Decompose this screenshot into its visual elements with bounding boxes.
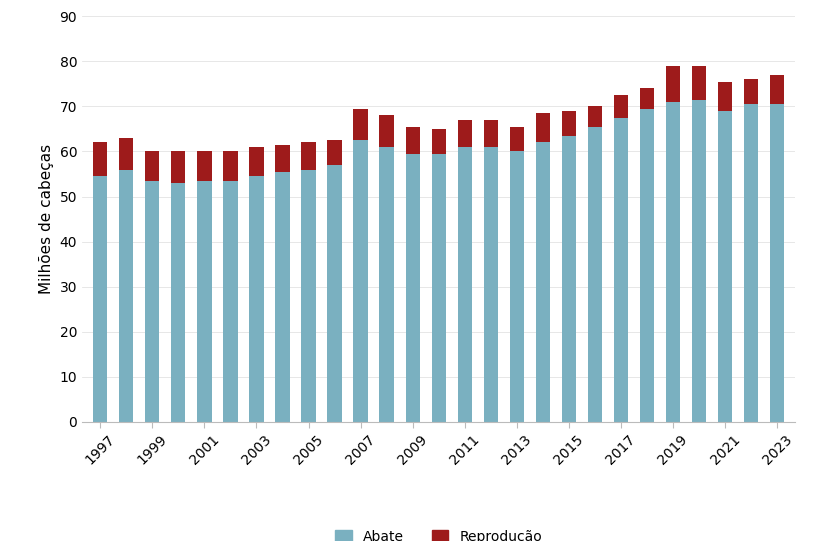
Bar xyxy=(327,140,342,165)
Bar xyxy=(145,151,159,181)
Bar xyxy=(561,111,575,136)
Bar xyxy=(379,147,393,422)
Bar xyxy=(613,95,627,118)
Bar xyxy=(197,151,211,181)
Bar xyxy=(535,113,550,142)
Bar xyxy=(223,181,238,422)
Bar xyxy=(431,154,446,422)
Bar xyxy=(249,147,263,176)
Bar xyxy=(405,127,419,154)
Bar xyxy=(769,75,784,104)
Bar xyxy=(717,82,731,111)
Bar xyxy=(613,118,627,422)
Bar xyxy=(301,169,315,422)
Bar xyxy=(119,138,133,169)
Y-axis label: Milhões de cabeças: Milhões de cabeças xyxy=(39,144,54,294)
Bar xyxy=(691,100,705,422)
Bar xyxy=(769,104,784,422)
Bar xyxy=(717,111,731,422)
Bar xyxy=(457,147,471,422)
Bar xyxy=(145,181,159,422)
Bar xyxy=(379,115,393,147)
Bar xyxy=(405,154,419,422)
Bar xyxy=(743,104,758,422)
Bar xyxy=(431,129,446,154)
Bar xyxy=(93,176,107,422)
Bar xyxy=(587,127,601,422)
Bar xyxy=(535,142,550,422)
Bar xyxy=(587,107,601,127)
Bar xyxy=(457,120,471,147)
Bar xyxy=(483,120,497,147)
Bar xyxy=(639,109,654,422)
Bar xyxy=(353,109,367,140)
Bar xyxy=(327,165,342,422)
Bar xyxy=(197,181,211,422)
Bar xyxy=(171,151,185,183)
Bar xyxy=(301,142,315,169)
Bar xyxy=(639,88,654,109)
Bar xyxy=(275,144,289,172)
Bar xyxy=(353,140,367,422)
Bar xyxy=(509,127,523,151)
Bar xyxy=(171,183,185,422)
Bar xyxy=(561,136,575,422)
Legend: Abate, Reprodução: Abate, Reprodução xyxy=(335,530,541,541)
Bar xyxy=(119,169,133,422)
Bar xyxy=(743,80,758,104)
Bar xyxy=(483,147,497,422)
Bar xyxy=(691,66,705,100)
Bar xyxy=(93,142,107,176)
Bar xyxy=(249,176,263,422)
Bar xyxy=(223,151,238,181)
Bar xyxy=(275,172,289,422)
Bar xyxy=(665,66,679,102)
Bar xyxy=(509,151,523,422)
Bar xyxy=(665,102,679,422)
